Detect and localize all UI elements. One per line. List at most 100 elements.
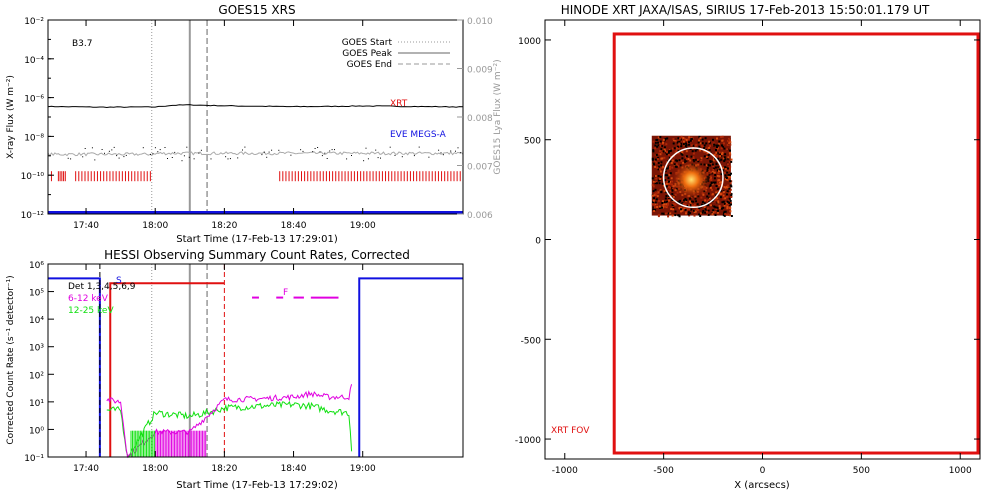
xrt-image-pixel xyxy=(714,206,717,209)
goes-lya-point xyxy=(125,154,127,156)
xrt-image-pixel xyxy=(679,199,681,202)
hessi-legend-low: 6-12 keV xyxy=(68,294,109,304)
xrt-image-pixel xyxy=(652,206,655,209)
xrt-image-pixel xyxy=(699,149,702,152)
hessi-xtick-label: 18:20 xyxy=(211,464,237,474)
xrt-image-pixel xyxy=(667,196,670,198)
goes-xrt-curve xyxy=(47,104,464,109)
goes-lya-point xyxy=(329,150,331,152)
xrt-image-pixel xyxy=(684,158,687,161)
xrt-image-pixel xyxy=(655,182,658,185)
xrt-image-pixel xyxy=(682,143,685,146)
xrt-image-pixel xyxy=(666,202,669,205)
xrt-image-pixel xyxy=(719,193,722,196)
goes-ytick-label: 10⁻⁸ xyxy=(24,133,44,143)
xrt-image-pixel xyxy=(721,144,723,147)
xrt-image-pixel xyxy=(652,149,655,152)
xrt-image-pixel xyxy=(719,155,722,158)
xrt-image-pixel xyxy=(718,175,721,178)
xrt-image-pixel xyxy=(684,138,687,141)
goes-lya-point xyxy=(244,146,246,148)
xrt-image-pixel xyxy=(728,152,731,155)
xrt-image-pixel xyxy=(706,157,709,160)
xrt-image-pixel xyxy=(724,213,727,216)
xrt-image-pixel xyxy=(685,212,687,215)
xrt-image-pixel xyxy=(711,163,714,166)
xrt-image-pixel xyxy=(698,139,700,142)
xrt-image-pixel xyxy=(723,160,726,163)
goes-lya-point xyxy=(198,152,200,154)
xrt-image-pixel xyxy=(660,145,663,147)
goes-lya-point xyxy=(193,158,195,160)
goes-lya-point xyxy=(101,149,103,150)
xrt-image-pixel xyxy=(700,159,703,162)
xrt-image-pixel xyxy=(696,209,699,211)
goes-lya-point xyxy=(324,152,326,154)
goes-lya-point xyxy=(91,147,93,149)
goes-lya-point xyxy=(154,147,156,149)
xrt-title: HINODE XRT JAXA/ISAS, SIRIUS 17-Feb-2013… xyxy=(561,3,930,17)
xrt-image-pixel xyxy=(663,201,666,204)
xrt-image-pixel xyxy=(712,211,715,214)
xrt-image-pixel xyxy=(714,174,717,176)
goes-lya-point xyxy=(271,149,273,151)
goes-y2label: GOES15 Lya Flux (W m⁻²) xyxy=(493,59,503,174)
goes-lya-point xyxy=(346,158,348,160)
xrt-image-pixel xyxy=(696,203,699,206)
xrt-xtick-label: 1000 xyxy=(949,466,972,476)
xrt-image-pixel xyxy=(717,200,720,203)
xrt-image-pixel xyxy=(725,203,728,206)
xrt-image-pixel xyxy=(698,135,701,138)
goes-lya-point xyxy=(401,156,403,158)
xrt-image-pixel xyxy=(683,207,686,210)
xrt-image-pixel xyxy=(717,166,720,169)
xrt-image-pixel xyxy=(709,161,712,164)
xrt-image-pixel xyxy=(730,160,733,163)
goes-lya-point xyxy=(302,150,304,152)
xrt-image-pixel xyxy=(683,144,686,147)
xrt-image-pixel xyxy=(671,147,674,150)
xrt-image-pixel xyxy=(717,157,720,160)
xrt-image-pixel xyxy=(729,201,732,204)
xrt-image-pixel xyxy=(715,191,718,194)
xrt-image-pixel xyxy=(700,157,703,160)
xrt-image-pixel xyxy=(716,206,719,209)
xrt-image-pixel xyxy=(672,138,675,141)
xrt-image-pixel xyxy=(652,180,655,183)
xrt-image-pixel xyxy=(677,214,680,217)
xrt-image-pixel xyxy=(654,188,657,191)
hessi-ytick-label: 10⁻¹ xyxy=(24,454,44,464)
xrt-image-pixel xyxy=(671,159,674,162)
xrt-image-pixel xyxy=(689,200,691,203)
xrt-image-pixel xyxy=(724,197,727,200)
goes-lya-point xyxy=(157,151,159,153)
hessi-plot-frame xyxy=(47,263,464,458)
xrt-image-pixel xyxy=(715,185,718,188)
xrt-image-pixel xyxy=(716,187,719,190)
xrt-image-pixel xyxy=(710,182,713,185)
goes-lya-point xyxy=(104,152,105,154)
goes-lya-point xyxy=(268,151,270,153)
hessi-ylabel: Corrected Count Rate (s⁻¹ detector⁻¹) xyxy=(6,275,16,444)
xrt-image-pixel xyxy=(679,137,682,140)
xrt-image-pixel xyxy=(660,191,663,194)
xrt-image-pixel xyxy=(712,159,715,162)
xrt-image-pixel xyxy=(708,140,711,143)
xrt-image-pixel xyxy=(722,157,725,160)
xrt-image-pixel xyxy=(652,199,655,202)
xrt-image-pixel xyxy=(682,140,685,143)
goes-lya-point xyxy=(455,150,456,152)
xrt-image-pixel xyxy=(672,206,675,209)
xrt-image-pixel xyxy=(664,197,667,200)
xrt-image-pixel xyxy=(718,181,721,184)
goes-lya-point xyxy=(326,158,328,159)
goes-lya-point xyxy=(82,156,84,158)
xrt-image-pixel xyxy=(654,208,657,211)
xrt-image-pixel xyxy=(671,189,674,192)
xrt-image-pixel xyxy=(707,154,710,157)
xrt-image-pixel xyxy=(717,179,720,182)
xrt-image-pixel xyxy=(688,204,691,207)
goes-class-label: B3.7 xyxy=(72,39,93,49)
xrt-image-pixel xyxy=(656,166,659,169)
xrt-image-pixel xyxy=(729,174,731,176)
